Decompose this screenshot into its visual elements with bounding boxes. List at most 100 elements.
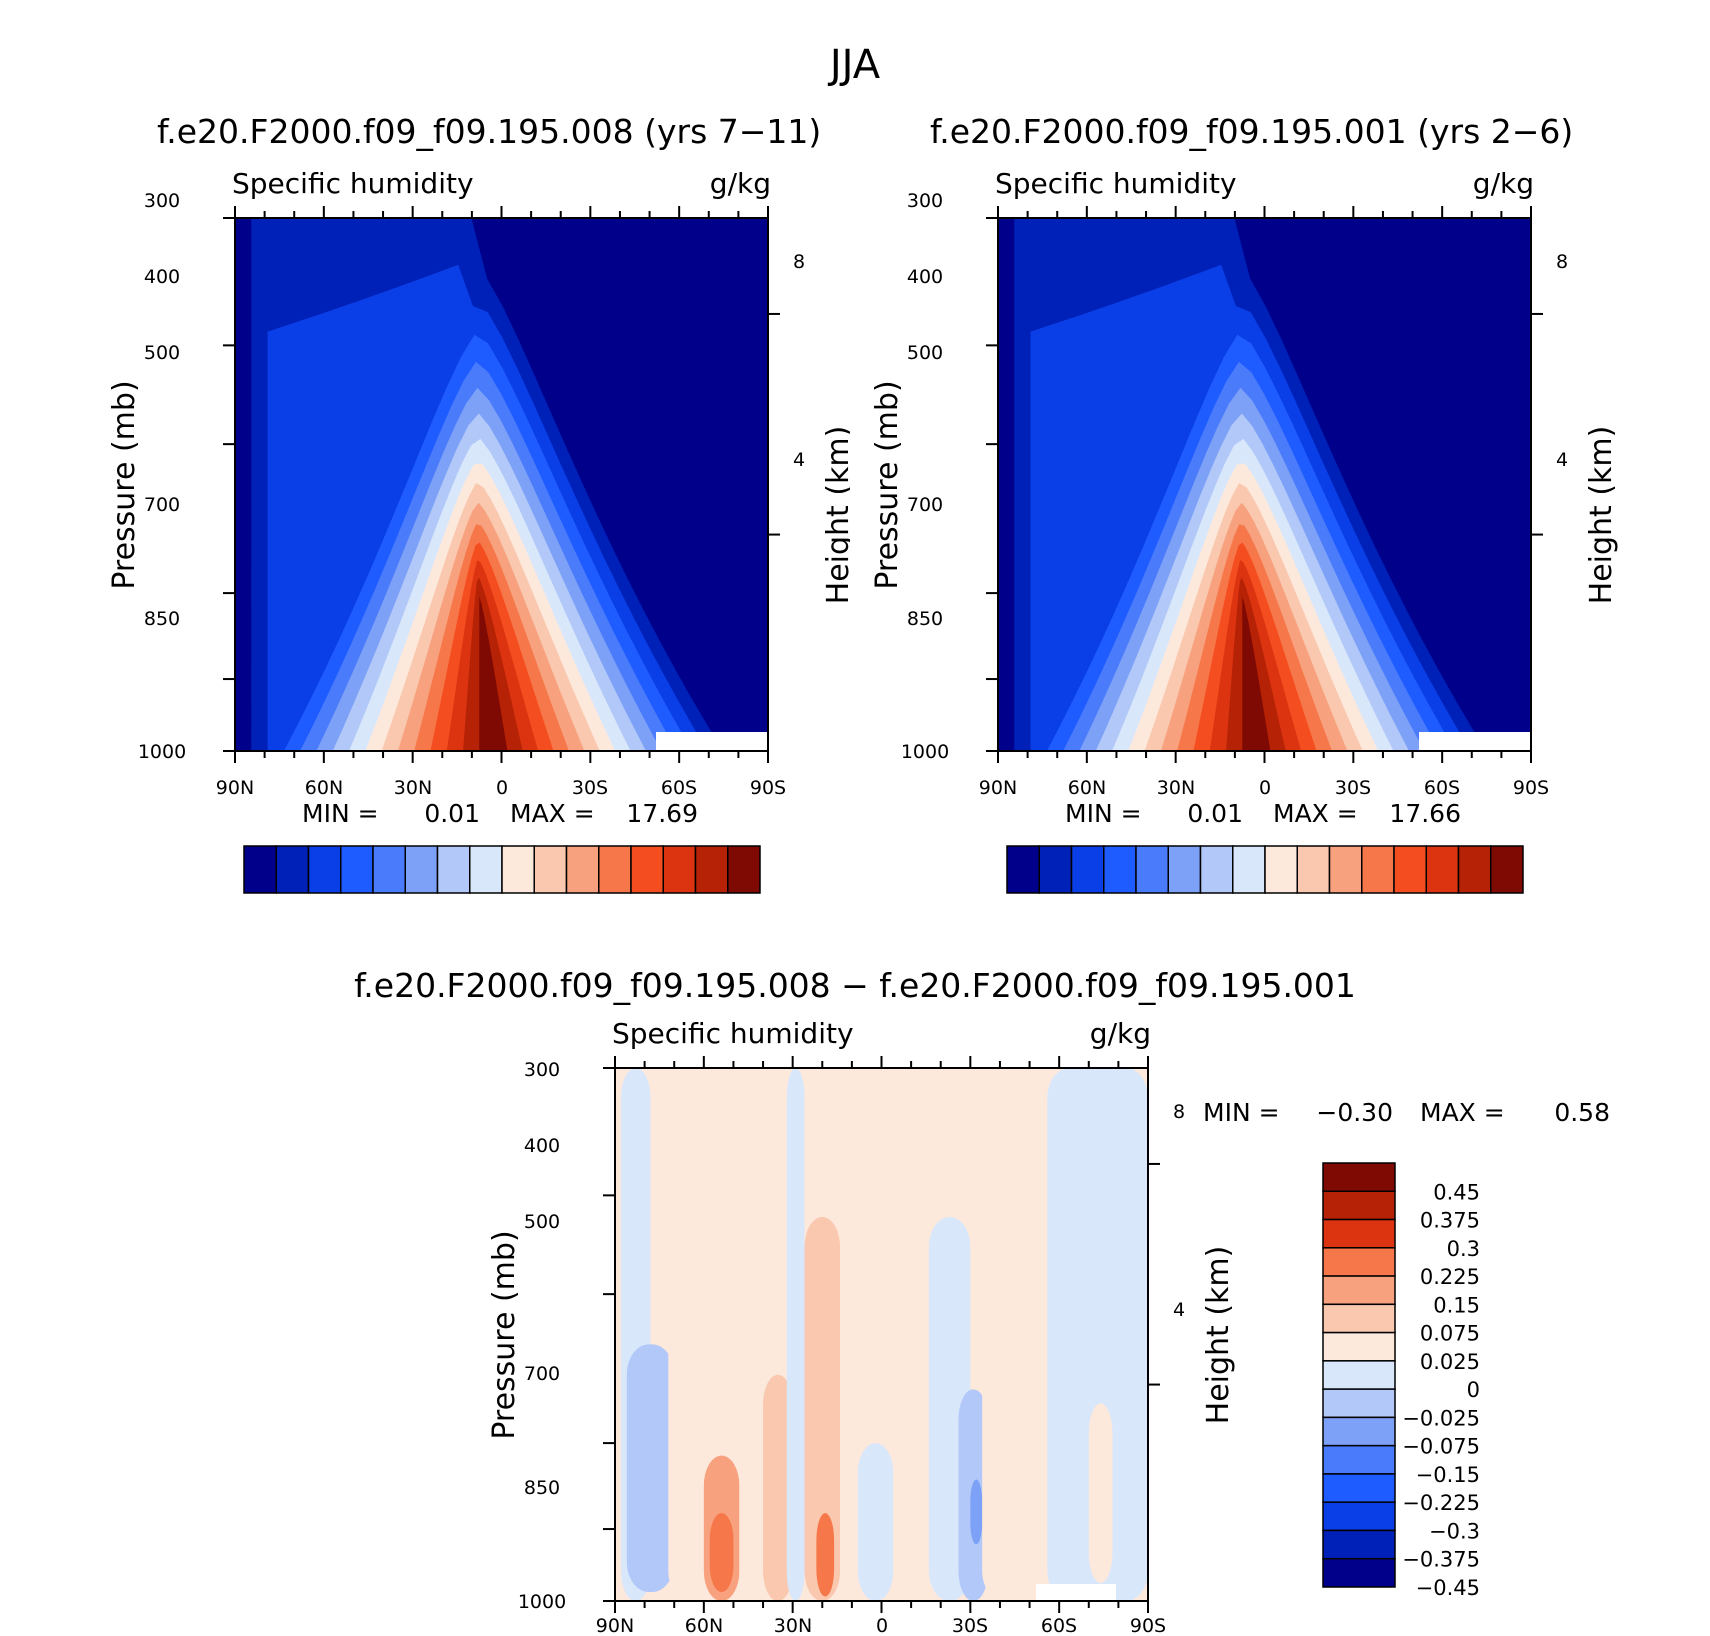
panel-2-ylabel: Pressure (mb) <box>870 380 905 589</box>
panel-3-colorbar-swatch <box>1322 1360 1396 1390</box>
panel-1-max-label: MAX = <box>510 799 595 828</box>
panel-2-xtick: 90S <box>1513 777 1549 799</box>
panel-3-ytick: 850 <box>524 1477 560 1499</box>
panel-1-xtick: 60N <box>305 777 343 799</box>
panel-2-colorbar-swatch <box>1296 845 1331 894</box>
panel-3-colorbar-label: −0.075 <box>1402 1435 1480 1459</box>
panel-1-colorbar-swatch <box>630 845 664 894</box>
panel-3-colorbar-swatch <box>1322 1275 1396 1306</box>
main-title: JJA <box>829 42 881 88</box>
panel-1-colorbar-swatch <box>598 845 632 894</box>
panel-3-left-label: Specific humidity <box>612 1017 854 1050</box>
panel-1-colorbar <box>243 845 761 894</box>
panel-1-colorbar-swatch <box>307 845 342 894</box>
panel-1-ytick: 400 <box>144 266 180 288</box>
panel-3-ytick-right: 8 <box>1173 1101 1185 1123</box>
panel-2-min-value: 0.01 <box>1187 799 1243 828</box>
panel-2-contour-band <box>1242 596 1271 751</box>
panel-3-colorbar-label: 0.025 <box>1420 1350 1480 1374</box>
panel-2-ytick: 300 <box>907 190 943 212</box>
panel-3-colorbar-swatch <box>1322 1218 1396 1249</box>
panel-2-title: f.e20.F2000.f09_f09.195.001 (yrs 2−6) <box>930 112 1574 151</box>
panel-3-colorbar-swatch <box>1322 1529 1396 1560</box>
panel-2-colorbar-swatch <box>1264 845 1298 894</box>
panel-3-colorbar-label: 0.45 <box>1433 1180 1480 1204</box>
panel-1-xtick: 0 <box>496 777 508 799</box>
panel-1-xtick: 90S <box>750 777 786 799</box>
panel-3-ytick: 400 <box>524 1135 560 1157</box>
panel-3-colorbar-label: 0.375 <box>1420 1209 1480 1233</box>
panel-1-ytick: 1000 <box>138 741 186 763</box>
panel-2-colorbar-swatch <box>1167 845 1202 894</box>
panel-3-ytick-right: 4 <box>1173 1299 1185 1321</box>
panel-3-colorbar-swatch <box>1322 1473 1396 1503</box>
panel-3-contour-band <box>893 1068 929 1601</box>
panel-2-colorbar-swatch <box>1070 845 1105 894</box>
panel-3-colorbar <box>1322 1162 1396 1588</box>
panel-1-xtick: 30S <box>572 777 608 799</box>
panel-2-colorbar-swatch <box>1361 845 1395 894</box>
panel-2-ytick: 1000 <box>901 741 949 763</box>
panel-3-xtick: 30S <box>952 1615 988 1636</box>
panel-2-colorbar-swatch <box>1103 845 1137 894</box>
panel-2-colorbar-swatch <box>1135 845 1169 894</box>
panel-1-colorbar-swatch <box>662 845 697 894</box>
panel-2-ytick: 700 <box>907 494 943 516</box>
panel-3-contour-band <box>982 1068 1048 1601</box>
panel-2-colorbar-swatch <box>1490 845 1524 894</box>
panel-2-colorbar-swatch <box>1199 845 1234 894</box>
panel-1-colorbar-swatch <box>404 845 439 894</box>
panel-2-colorbar-swatch <box>1038 845 1073 894</box>
panel-3-colorbar-label: −0.3 <box>1429 1519 1480 1543</box>
panel-3-contour-band <box>840 1068 870 1444</box>
panel-3-ytick: 500 <box>524 1211 560 1233</box>
panel-3-colorbar-label: −0.025 <box>1402 1406 1480 1430</box>
panel-2-xtick: 30S <box>1335 777 1371 799</box>
panel-1-ytick-right: 4 <box>793 449 805 471</box>
panel-3-max-value: 0.58 <box>1554 1098 1610 1127</box>
panel-2-missing-data <box>1419 732 1531 751</box>
panel-2-right-label: g/kg <box>1473 167 1534 200</box>
panel-3-xtick: 60S <box>1041 1615 1077 1636</box>
panel-1-contour-band <box>479 596 508 751</box>
panel-3-colorbar-swatch <box>1322 1162 1396 1193</box>
panel-1-ytick: 700 <box>144 494 180 516</box>
panel-3-colorbar-label: −0.45 <box>1416 1576 1480 1600</box>
panel-1-colorbar-swatch <box>469 845 503 894</box>
panel-3-colorbar-label: −0.15 <box>1416 1463 1480 1487</box>
panel-2-colorbar-swatch <box>1328 845 1363 894</box>
panel-3-colorbar-label: −0.375 <box>1402 1548 1480 1572</box>
panel-1-contours <box>235 218 768 751</box>
panel-1-xtick: 60S <box>661 777 697 799</box>
panel-3-colorbar-swatch <box>1322 1444 1396 1475</box>
panel-1-max-value: 17.69 <box>626 799 698 828</box>
panel-3-title: f.e20.F2000.f09_f09.195.008 − f.e20.F200… <box>354 966 1356 1005</box>
panel-3-chart: Specific humidity g/kg 300 400 500 700 8… <box>487 1017 1610 1636</box>
panel-3-colorbar-swatch <box>1322 1501 1396 1532</box>
panel-1-colorbar-swatch <box>436 845 471 894</box>
panel-2-xtick: 90N <box>979 777 1017 799</box>
panel-2-ytick: 850 <box>907 608 943 630</box>
panel-3-contour-band <box>626 1344 675 1593</box>
panel-3-colorbar-label: 0.075 <box>1420 1322 1480 1346</box>
panel-1-ytick: 300 <box>144 190 180 212</box>
panel-2-ytick-right: 4 <box>1556 449 1568 471</box>
panel-2-xtick: 60S <box>1424 777 1460 799</box>
panel-3-ytick: 1000 <box>518 1591 566 1613</box>
panel-1-colorbar-swatch <box>501 845 535 894</box>
panel-3-contour-band <box>970 1479 983 1545</box>
panel-3-colorbar-swatch <box>1322 1416 1396 1447</box>
panel-1-left-label: Specific humidity <box>232 167 474 200</box>
panel-1-min-label: MIN = <box>302 799 379 828</box>
panel-2-min-label: MIN = <box>1065 799 1142 828</box>
panel-3-xtick: 0 <box>876 1615 888 1636</box>
panel-1-missing-data <box>656 732 768 751</box>
panel-2-ytick: 500 <box>907 342 943 364</box>
panel-3-ytick: 700 <box>524 1363 560 1385</box>
panel-2-contours <box>998 218 1531 751</box>
panel-3-colorbar-label: 0.3 <box>1447 1237 1480 1261</box>
panel-2-chart: Specific humidity g/kg 300 400 500 700 8… <box>870 167 1619 894</box>
panel-3-max-label: MAX = <box>1420 1098 1505 1127</box>
panel-3-colorbar-label: 0.15 <box>1433 1293 1480 1317</box>
panel-1-min-value: 0.01 <box>424 799 480 828</box>
